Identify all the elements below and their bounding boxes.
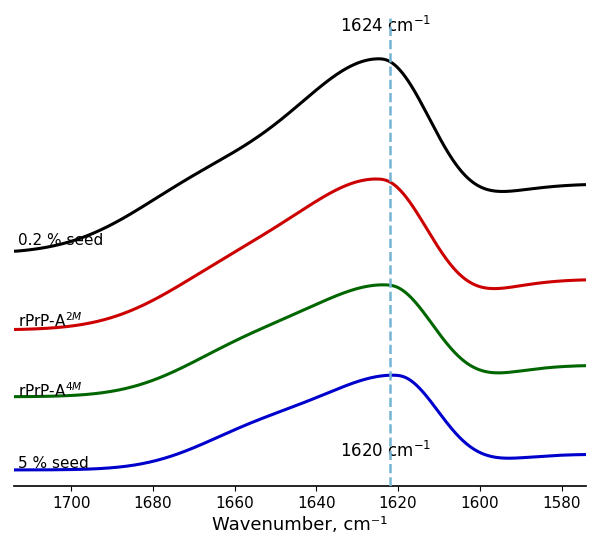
Text: rPrP-A$^{4M}$: rPrP-A$^{4M}$ [18, 381, 83, 399]
Text: 5 % seed: 5 % seed [18, 456, 89, 471]
Text: 1620 cm$^{-1}$: 1620 cm$^{-1}$ [340, 441, 431, 461]
X-axis label: Wavenumber, cm⁻¹: Wavenumber, cm⁻¹ [212, 516, 388, 534]
Text: 0.2 % seed: 0.2 % seed [18, 233, 103, 248]
Text: rPrP-A$^{2M}$: rPrP-A$^{2M}$ [18, 311, 83, 330]
Text: 1624 cm$^{-1}$: 1624 cm$^{-1}$ [340, 15, 431, 36]
